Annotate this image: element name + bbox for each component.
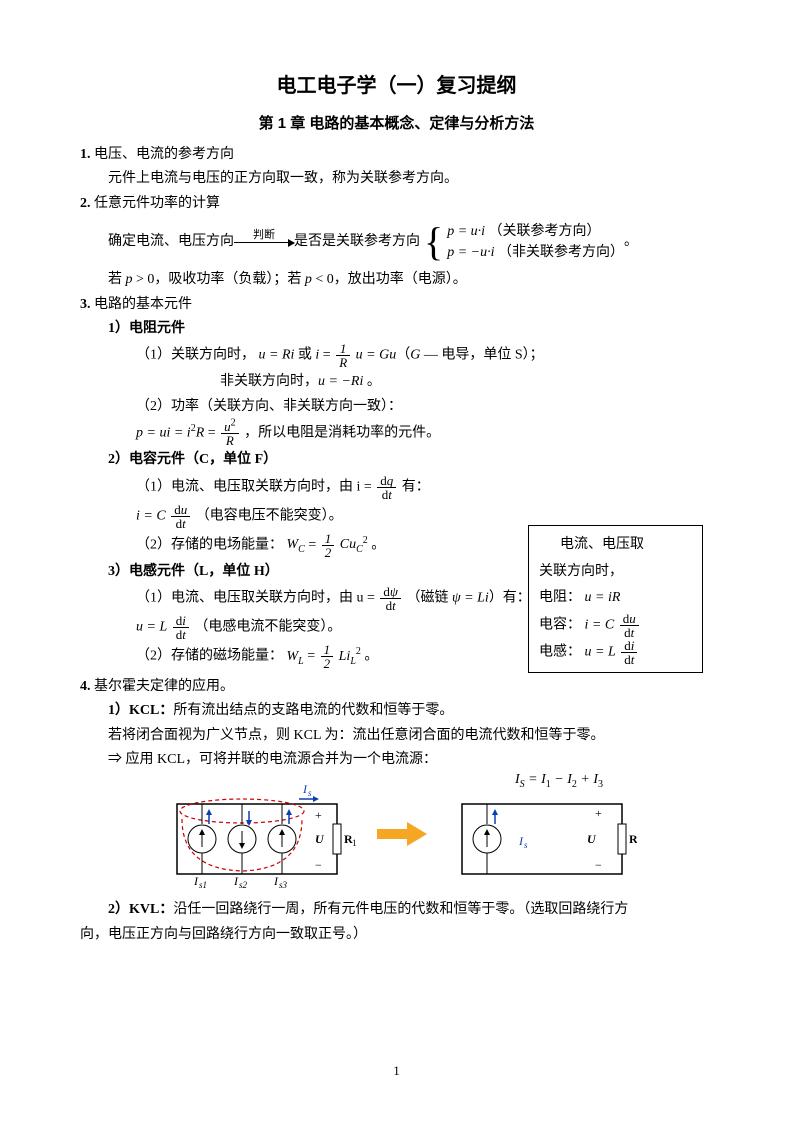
lab: 电感：	[539, 645, 581, 660]
box-l2: 关联方向时，	[539, 559, 692, 586]
sec1-body: 元件上电流与电压的正方向取一致，称为关联参考方向。	[80, 168, 713, 190]
sec3c-a: （1）电流、电压取关联方向时，由 i = dqdt 有：	[80, 474, 713, 501]
sec4-head: 4. 基尔霍夫定律的应用。	[80, 676, 713, 698]
svg-text:s: s	[524, 840, 528, 850]
svg-text:+: +	[315, 808, 322, 822]
flow-tail: 。	[624, 231, 638, 253]
case1-eq: p = u·i	[447, 224, 485, 239]
sec-num: 2.	[80, 196, 91, 211]
svg-text:U: U	[315, 832, 325, 846]
sec3r-a1: （1）关联方向时， u = Ri 或 i = 1R u = Gu（G — 电导，…	[80, 342, 713, 369]
kvl-2: 向，电压正方向与回路绕行方向一致取正号。）	[80, 924, 713, 946]
sec3r-p: p = ui = i2R = u2R ，所以电阻是消耗功率的元件。	[80, 420, 713, 447]
lab: 电容：	[539, 618, 581, 633]
lab: 电阻：	[539, 590, 581, 605]
box-l1: 电流、电压取	[539, 532, 692, 559]
svg-text:s1: s1	[199, 880, 207, 889]
case2-eq: p = −u·i	[447, 245, 494, 260]
num: 1	[321, 643, 334, 657]
num: 1	[336, 342, 350, 356]
eq: u = L	[585, 645, 616, 660]
arrow-icon: 判断	[234, 242, 294, 243]
box-r: 电阻： u = iR	[539, 585, 692, 612]
circuit-figures: Is1 Is2 Is3 Is U R1	[80, 779, 713, 889]
svg-text:s2: s2	[239, 880, 248, 889]
sec-num: 3.	[80, 297, 91, 312]
svg-text:R: R	[629, 832, 637, 846]
svg-text:−: −	[595, 858, 602, 872]
sec3r-head: 1）电阻元件	[80, 318, 713, 340]
sec3-head: 3. 电路的基本元件	[80, 294, 713, 316]
sec2-head: 2. 任意元件功率的计算	[80, 193, 713, 215]
den: R	[221, 434, 239, 447]
summary-box: 电流、电压取 关联方向时， 电阻： u = iR 电容： i = C dudt …	[528, 525, 703, 673]
big-arrow-icon	[377, 819, 427, 849]
txt: （1）关联方向时，	[136, 348, 255, 363]
case2-txt: （非关联参考方向）	[498, 245, 624, 260]
txt: （2）存储的磁场能量：	[136, 649, 283, 664]
den: R	[336, 356, 350, 369]
flow-mid: 是否是关联参考方向	[294, 231, 420, 253]
sec-num: 4.	[80, 679, 91, 694]
txt: （1）电流、电压取关联方向时，由 i =	[136, 479, 375, 494]
txt: （电感电流不能突变）。	[194, 620, 341, 635]
sec2-flow: 确定电流、电压方向 判断 是否是关联参考方向 { p = u·i （关联参考方向…	[108, 221, 713, 263]
sec3c-head: 2）电容元件（C，单位 F）	[80, 449, 713, 471]
sec3r-a2: 非关联方向时，u = −Ri 。	[80, 371, 713, 393]
txt: （电容电压不能突变）。	[196, 508, 343, 523]
kcl-eq: IS = I1 − I2 + I3	[515, 769, 603, 791]
brace-icon: {	[424, 224, 443, 260]
sec3r-b: （2）功率（关联方向、非关联方向一致）：	[80, 396, 713, 418]
eq: i = C	[585, 618, 615, 633]
svg-text:s: s	[308, 788, 312, 798]
sec1-head: 1. 电压、电流的参考方向	[80, 144, 713, 166]
txt: ，所以电阻是消耗功率的元件。	[244, 426, 440, 441]
page-number: 1	[393, 1061, 400, 1082]
eq: u = iR	[585, 590, 621, 605]
svg-text:−: −	[315, 858, 322, 872]
svg-text:s3: s3	[279, 880, 288, 889]
den: 2	[321, 657, 334, 670]
circuit-left: Is1 Is2 Is3 Is U R1	[157, 779, 357, 889]
kcl-3: ⇒ 应用 KCL，可将并联的电流源合并为一个电流源：	[80, 749, 713, 771]
sec-title: 电路的基本元件	[94, 297, 192, 312]
txt: （2）存储的电场能量：	[136, 537, 283, 552]
den: 2	[322, 546, 335, 559]
sec-title: 电压、电流的参考方向	[94, 147, 234, 162]
txt: 有：	[402, 479, 430, 494]
sec2-note: 若 p > 0，吸收功率（负载）；若 p < 0，放出功率（电源）。	[80, 269, 713, 291]
sec-num: 1.	[80, 147, 91, 162]
sec-title: 基尔霍夫定律的应用。	[94, 679, 234, 694]
page-title: 电工电子学（一）复习提纲	[80, 70, 713, 102]
case1-txt: （关联参考方向）	[489, 224, 601, 239]
txt: （1）电流、电压取关联方向时，由 u =	[136, 591, 378, 606]
num: 1	[322, 532, 335, 546]
chapter-title: 第 1 章 电路的基本概念、定律与分析方法	[80, 112, 713, 136]
box-l: 电感： u = L didt	[539, 639, 692, 666]
box-c: 电容： i = C dudt	[539, 612, 692, 639]
kvl-1: 2）KVL：沿任一回路绕行一周，所有元件电压的代数和恒等于零。（选取回路绕行方	[80, 899, 713, 921]
kcl-2: 若将闭合面视为广义节点，则 KCL 为：流出任意闭合面的电流代数和恒等于零。	[80, 725, 713, 747]
flow-pre: 确定电流、电压方向	[108, 231, 234, 253]
svg-text:1: 1	[352, 838, 357, 848]
circuit-right: Is U R1 + −	[447, 779, 637, 889]
arrow-label: 判断	[253, 227, 275, 245]
brace-content: p = u·i （关联参考方向） p = −u·i （非关联参考方向）	[447, 221, 624, 263]
kcl-1: 1）KCL：所有流出结点的支路电流的代数和恒等于零。	[80, 700, 713, 722]
svg-text:U: U	[587, 832, 597, 846]
svg-text:+: +	[595, 806, 602, 820]
sec-title: 任意元件功率的计算	[94, 196, 220, 211]
